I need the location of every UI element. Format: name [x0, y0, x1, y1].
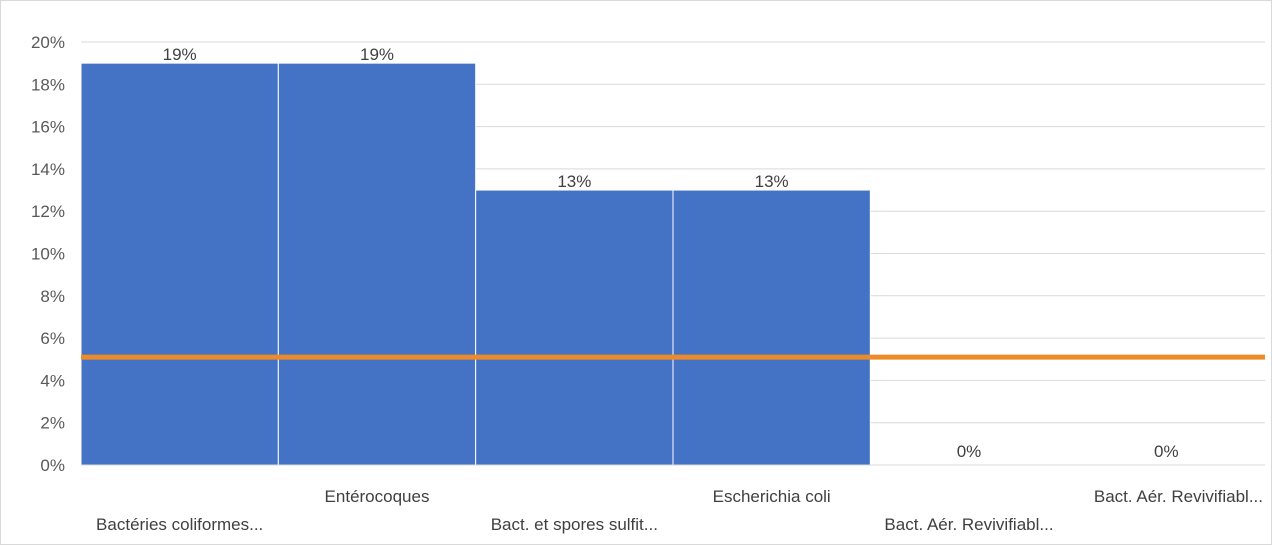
x-category-label: Bactéries coliformes... [96, 515, 263, 534]
x-axis-category-labels: Bactéries coliformes... Entérocoques Bact.… [96, 487, 1263, 534]
bar [277, 62, 477, 466]
data-label: 13% [755, 172, 789, 191]
y-axis-tick-labels: 0% 2% 4% 6% 8% 10% 12% 14% 16% 18% 20% [31, 33, 65, 475]
data-labels: 19% 19% 13% 13% 0% 0% [163, 45, 1179, 461]
bar [80, 62, 279, 466]
x-category-label: Escherichia coli [713, 487, 831, 506]
data-label: 0% [957, 442, 982, 461]
y-tick-label: 18% [31, 75, 65, 94]
bar [475, 189, 674, 466]
y-tick-label: 2% [40, 414, 65, 433]
data-label: 13% [557, 172, 591, 191]
x-category-label: Bact. et spores sulfit... [491, 515, 658, 534]
y-tick-label: 12% [31, 202, 65, 221]
data-label: 19% [360, 45, 394, 64]
y-tick-label: 16% [31, 118, 65, 137]
y-tick-label: 14% [31, 160, 65, 179]
x-category-label: Entérocoques [325, 487, 430, 506]
x-category-label: Bact. Aér. Revivifiabl... [884, 515, 1053, 534]
bar [672, 189, 871, 466]
data-label: 0% [1154, 442, 1179, 461]
y-tick-label: 6% [40, 329, 65, 348]
y-tick-label: 4% [40, 371, 65, 390]
y-tick-label: 8% [40, 287, 65, 306]
y-tick-label: 20% [31, 33, 65, 52]
y-tick-label: 10% [31, 245, 65, 264]
bar-series [80, 62, 871, 466]
data-label: 19% [163, 45, 197, 64]
x-category-label: Bact. Aér. Revivifiabl... [1094, 487, 1263, 506]
y-tick-label: 0% [40, 456, 65, 475]
